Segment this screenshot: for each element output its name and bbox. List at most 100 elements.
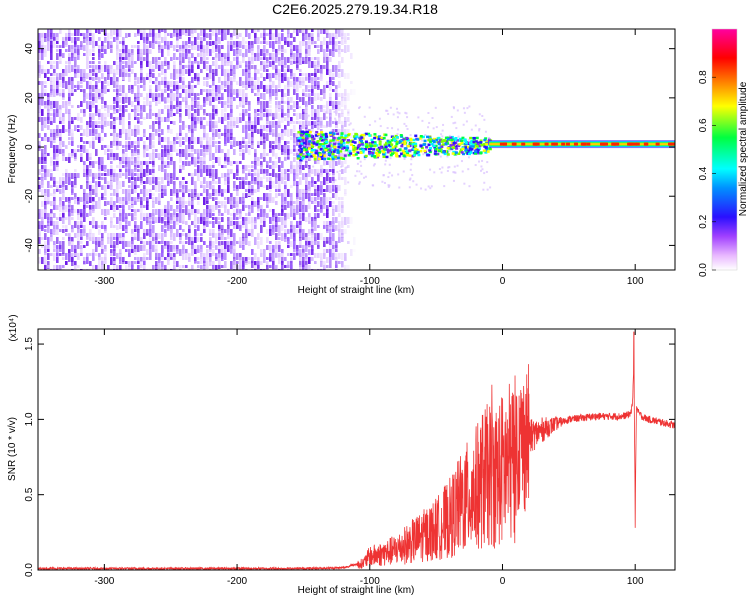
spectrogram-noise-cell xyxy=(287,77,290,81)
spectrogram-noise-cell xyxy=(242,221,245,225)
spectrogram-noise-cell xyxy=(95,241,98,245)
spectrogram-halo-cell xyxy=(483,172,486,175)
spectrogram-noise-cell xyxy=(161,77,164,82)
spectrogram-noise-cell xyxy=(101,157,104,164)
spectrogram-noise-cell xyxy=(188,161,191,166)
spectrogram-noise-cell xyxy=(335,33,338,39)
spectrogram-noise-cell xyxy=(119,49,122,52)
spectrogram-noise-cell xyxy=(86,257,89,264)
spectrogram-noise-cell xyxy=(98,225,101,228)
spectrogram-noise-cell xyxy=(185,69,188,74)
spectrogram-noise-cell xyxy=(281,257,284,263)
spectrogram-noise-cell xyxy=(311,177,314,183)
spectrogram-band-cell xyxy=(442,151,446,154)
spectrogram-noise-cell xyxy=(212,109,215,113)
spectrogram-band-cell xyxy=(434,144,438,148)
spectrogram-band-cell xyxy=(333,148,337,151)
spectrogram-noise-cell xyxy=(44,229,47,232)
spectrogram-noise-cell xyxy=(98,257,101,265)
spectrogram-noise-cell xyxy=(221,149,224,153)
spectrogram-noise-cell xyxy=(314,157,317,164)
spectrogram-band-cell xyxy=(441,143,445,146)
spectrogram-noise-cell xyxy=(38,61,41,68)
spectrogram-x-ticks: -300 -200 -100 0 100 xyxy=(94,29,644,287)
spectrogram-noise-cell xyxy=(158,49,161,53)
spectrogram-band-cell xyxy=(343,136,347,140)
spectrogram-noise-cell xyxy=(128,169,131,176)
spectrogram-noise-cell xyxy=(71,237,74,242)
spectrogram-noise-cell xyxy=(320,97,323,101)
spectrogram-noise-cell xyxy=(275,153,278,159)
spectrogram-noise-cell xyxy=(71,189,74,195)
spectrogram-noise-cell xyxy=(140,169,143,174)
spectrogram-noise-cell xyxy=(110,133,113,136)
spectrogram-noise-cell xyxy=(248,33,251,39)
spectrogram-noise-cell xyxy=(137,185,140,188)
spectrogram-noise-cell xyxy=(164,169,167,173)
spectrogram-noise-cell xyxy=(56,93,59,96)
spectrogram-noise-cell xyxy=(245,237,248,245)
spectrogram-noise-cell xyxy=(50,61,53,66)
spectrogram-noise-cell xyxy=(263,249,266,257)
spectrogram-band-cell xyxy=(349,152,353,155)
spectrogram-noise-cell xyxy=(194,197,197,200)
spectrogram-noise-cell xyxy=(317,125,320,130)
spectrogram-noise-cell xyxy=(146,161,149,167)
spectrogram-noise-cell xyxy=(134,209,137,216)
spectrogram-noise-cell xyxy=(296,61,299,68)
spectrogram-noise-cell xyxy=(221,217,224,222)
spectrogram-noise-cell xyxy=(242,225,245,228)
spectrogram-band-cell xyxy=(301,148,305,152)
spectrogram-noise-cell xyxy=(104,257,107,261)
spectrogram-noise-cell xyxy=(149,169,152,175)
spectrogram-noise-cell xyxy=(83,173,86,177)
spectrogram-noise-cell xyxy=(122,93,125,98)
spectrogram-noise-cell xyxy=(164,77,167,83)
spectrogram-noise-cell xyxy=(80,133,83,136)
spectrogram-noise-cell xyxy=(293,109,296,112)
spectrogram-noise-cell xyxy=(68,197,71,203)
spectrogram-noise-cell xyxy=(176,229,179,237)
spectrogram-halo-cell xyxy=(442,142,445,145)
spectrogram-halo-cell xyxy=(468,185,471,188)
spectrogram-halo-cell xyxy=(453,171,456,174)
spectrogram-noise-cell xyxy=(203,101,206,107)
spectrogram-noise-cell xyxy=(275,265,278,270)
spectrogram-noise-cell xyxy=(272,145,275,150)
spectrogram-noise-cell xyxy=(167,225,170,231)
spectrogram-noise-cell xyxy=(56,189,59,192)
spectrogram-noise-cell xyxy=(278,125,281,128)
spectrogram-halo-cell xyxy=(440,171,443,174)
spectrogram-noise-cell xyxy=(326,81,329,87)
spectrogram-noise-cell xyxy=(254,169,257,173)
spectrogram-noise-cell xyxy=(158,45,161,50)
spectrogram-noise-cell xyxy=(281,265,284,270)
spectrogram-noise-cell xyxy=(128,261,131,267)
spectrogram-noise-cell xyxy=(86,101,89,109)
spectrogram-noise-cell xyxy=(56,129,59,136)
spectrogram-noise-cell xyxy=(194,225,197,228)
spectrogram-band-cell xyxy=(474,152,478,155)
spectrogram-band-cell xyxy=(336,151,340,154)
spectrogram-noise-cell xyxy=(233,201,236,205)
spectrogram-noise-cell xyxy=(137,141,140,145)
spectrogram-noise-cell xyxy=(227,161,230,165)
spectrogram-noise-cell xyxy=(191,221,194,225)
spectrogram-noise-cell xyxy=(230,113,233,117)
spectrogram-noise-cell xyxy=(92,121,95,129)
spectrogram-noise-cell xyxy=(122,201,125,208)
spectrogram-noise-cell xyxy=(248,65,251,70)
spectrogram-noise-cell xyxy=(68,141,71,145)
spectrogram-band-cell xyxy=(336,132,340,136)
spectrogram-noise-cell xyxy=(68,97,71,104)
spectrogram-noise-cell xyxy=(314,45,317,48)
spectrogram-band-cell xyxy=(340,134,344,138)
spectrogram-noise-cell xyxy=(125,145,128,152)
spectrogram-noise-cell xyxy=(116,193,119,197)
spectrogram-noise-cell xyxy=(302,73,305,76)
spectrogram-noise-cell xyxy=(227,97,230,103)
spectrogram-noise-cell xyxy=(143,49,146,55)
spectrogram-noise-cell xyxy=(326,65,329,71)
spectrogram-noise-cell xyxy=(248,61,251,65)
spectrogram-noise-cell xyxy=(296,249,299,255)
